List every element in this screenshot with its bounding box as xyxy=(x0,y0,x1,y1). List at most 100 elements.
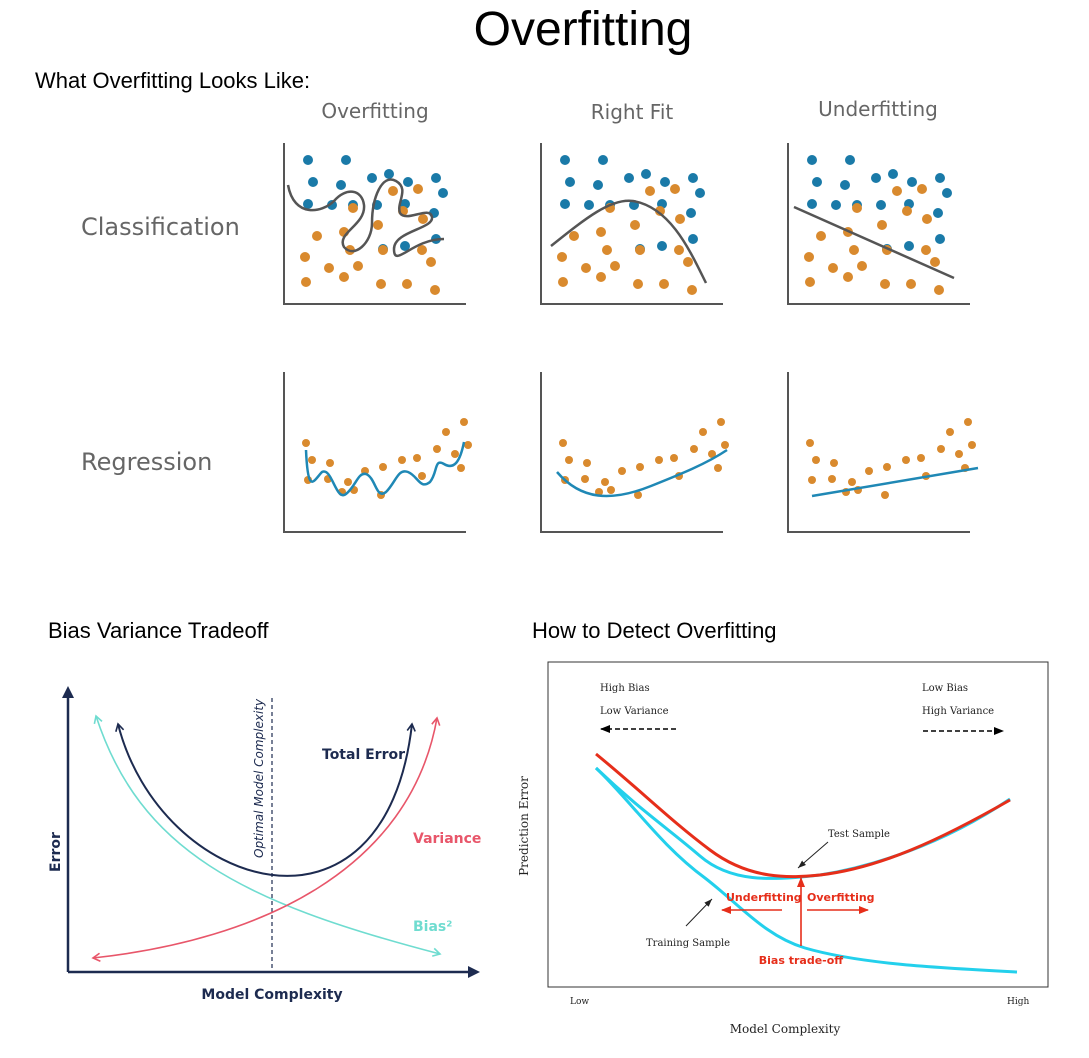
regression-point xyxy=(583,459,591,467)
class-point-orange xyxy=(324,263,334,273)
class-point-orange xyxy=(917,184,927,194)
class-point-orange xyxy=(373,220,383,230)
class-point-orange xyxy=(353,261,363,271)
row-label-classification: Classification xyxy=(81,213,240,241)
class-point-blue xyxy=(935,234,945,244)
class-point-blue xyxy=(845,155,855,165)
class-point-orange xyxy=(596,272,606,282)
class-point-blue xyxy=(565,177,575,187)
class-point-orange xyxy=(378,245,388,255)
class-point-orange xyxy=(430,285,440,295)
classification-axes-overfitting xyxy=(283,143,466,305)
class-point-blue xyxy=(598,155,608,165)
class-point-blue xyxy=(431,173,441,183)
regression-axes-overfitting xyxy=(283,372,466,533)
page-title: Overfitting xyxy=(473,3,693,56)
regression-point xyxy=(601,478,609,486)
class-point-blue xyxy=(933,208,943,218)
regression-point xyxy=(655,456,663,464)
regression-point xyxy=(708,450,716,458)
class-point-orange xyxy=(828,263,838,273)
class-point-orange xyxy=(683,257,693,267)
class-point-blue xyxy=(871,173,881,183)
regression-point xyxy=(917,454,925,462)
class-point-blue xyxy=(660,177,670,187)
class-point-blue xyxy=(812,177,822,187)
regression-point xyxy=(607,486,615,494)
underfit-decision-boundary xyxy=(793,205,955,280)
class-point-orange xyxy=(849,245,859,255)
right-fit-decision-boundary xyxy=(550,199,708,284)
regression-point xyxy=(690,445,698,453)
regression-point xyxy=(595,488,603,496)
bias-tradeoff-label: Bias trade-off xyxy=(759,954,844,967)
y-axis-label: Error xyxy=(48,832,64,872)
regression-point xyxy=(634,491,642,499)
class-point-orange xyxy=(402,279,412,289)
class-point-orange xyxy=(659,279,669,289)
class-point-blue xyxy=(560,199,570,209)
classification-axes-underfitting xyxy=(787,143,970,305)
regression-point xyxy=(457,464,465,472)
class-point-orange xyxy=(610,261,620,271)
regression-point xyxy=(699,428,707,436)
training-sample-label: Training Sample xyxy=(646,938,730,949)
regression-point xyxy=(418,472,426,480)
class-point-orange xyxy=(339,272,349,282)
fit-grid-figure: Overfitting Right Fit Underfitting Class… xyxy=(81,97,979,533)
regression-point xyxy=(830,459,838,467)
y-axis-label: Prediction Error xyxy=(517,776,531,876)
class-point-orange xyxy=(581,263,591,273)
regression-point xyxy=(812,456,820,464)
test-sample-pointer xyxy=(797,841,829,869)
class-point-blue xyxy=(657,241,667,251)
class-point-blue xyxy=(688,173,698,183)
training-sample-curve xyxy=(594,766,1018,974)
section-heading-bias-variance: Bias Variance Tradeoff xyxy=(48,618,269,643)
total-error-curve xyxy=(115,722,416,877)
regression-point xyxy=(565,456,573,464)
class-point-orange xyxy=(934,285,944,295)
class-point-blue xyxy=(341,155,351,165)
regression-point xyxy=(302,439,310,447)
regression-point xyxy=(670,454,678,462)
regression-point xyxy=(464,441,472,449)
class-point-blue xyxy=(641,169,651,179)
column-label-right-fit: Right Fit xyxy=(591,100,674,124)
x-low-label: Low xyxy=(570,997,589,1007)
class-point-orange xyxy=(558,277,568,287)
right-fit-regression-curve xyxy=(556,448,728,498)
column-label-underfitting: Underfitting xyxy=(818,97,938,121)
class-point-orange xyxy=(633,279,643,289)
regression-point xyxy=(379,463,387,471)
class-point-blue xyxy=(400,241,410,251)
plot-frame xyxy=(547,661,1049,988)
low-bias-label: Low Bias xyxy=(922,683,968,694)
class-point-blue xyxy=(807,199,817,209)
overfit-decision-boundary xyxy=(286,178,445,257)
total-error-label: Total Error xyxy=(322,747,405,763)
regression-point xyxy=(581,475,589,483)
class-point-orange xyxy=(312,231,322,241)
class-point-orange xyxy=(417,245,427,255)
test-sample-label: Test Sample xyxy=(828,829,890,840)
test-sample-curve xyxy=(595,752,1011,879)
class-point-blue xyxy=(308,177,318,187)
class-point-blue xyxy=(584,200,594,210)
class-point-orange xyxy=(418,214,428,224)
regression-point xyxy=(308,456,316,464)
class-point-blue xyxy=(303,199,313,209)
class-point-orange xyxy=(675,214,685,224)
regression-point xyxy=(808,476,816,484)
class-point-blue xyxy=(686,208,696,218)
class-point-blue xyxy=(593,180,603,190)
class-point-orange xyxy=(630,220,640,230)
class-point-orange xyxy=(388,186,398,196)
x-high-label: High xyxy=(1007,997,1029,1007)
regression-point xyxy=(398,456,406,464)
class-point-orange xyxy=(902,206,912,216)
training-sample-curve xyxy=(594,766,1011,881)
regression-point xyxy=(636,463,644,471)
overfit-regression-curve xyxy=(304,441,466,497)
class-point-orange xyxy=(301,277,311,287)
